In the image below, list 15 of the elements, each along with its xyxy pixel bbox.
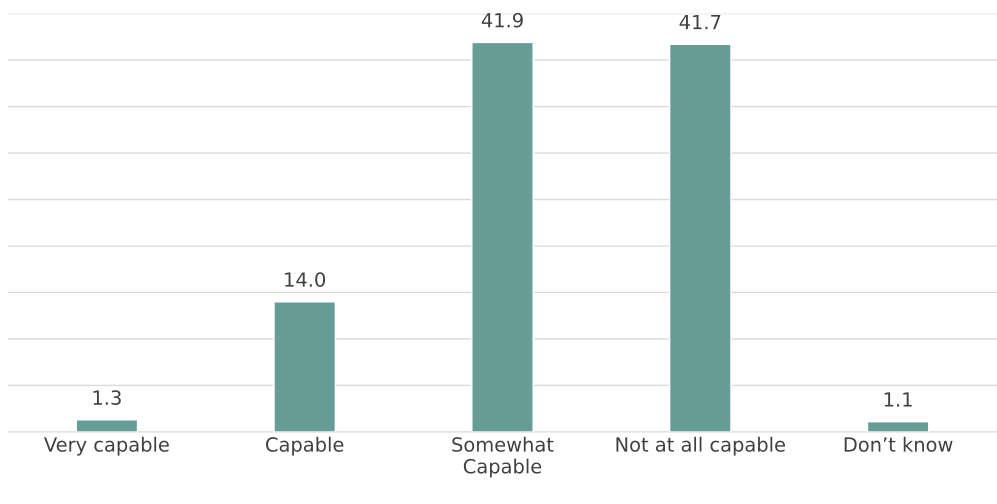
data-label: 1.1	[884, 392, 912, 407]
data-label: 41.9	[482, 12, 523, 28]
x-tick-label: Capable	[266, 436, 344, 456]
bar	[866, 421, 930, 432]
bar	[273, 301, 336, 432]
x-tick-label: Very capable	[44, 436, 169, 456]
bar	[471, 42, 534, 432]
bar	[668, 44, 732, 432]
x-tick-label: Not at all capable	[616, 436, 785, 456]
x-tick-label: Somewhat Capable	[452, 436, 554, 478]
bar	[76, 419, 138, 432]
x-tick-label: Don’t know	[844, 436, 953, 452]
data-label: 41.7	[680, 14, 720, 30]
data-label: 1.3	[94, 390, 121, 405]
data-label: 14.0	[285, 272, 326, 287]
